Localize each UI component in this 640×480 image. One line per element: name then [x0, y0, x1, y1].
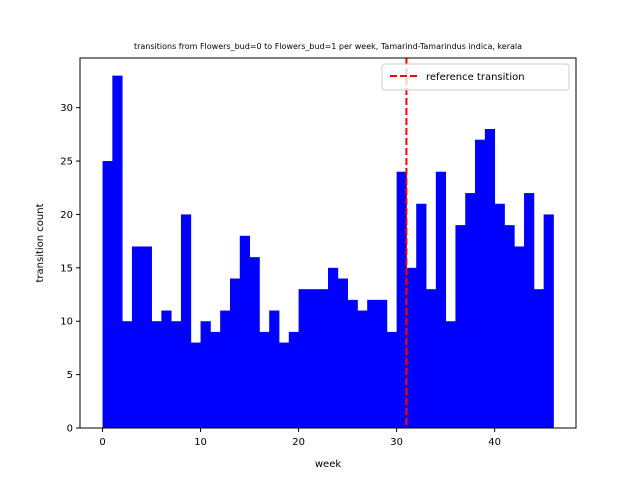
- x-axis-label: week: [315, 459, 341, 470]
- bar-week-8: [180, 214, 192, 428]
- legend: reference transition: [381, 63, 570, 91]
- bar-week-45: [543, 214, 554, 428]
- x-axis: 0 10 20 30 40: [99, 428, 501, 448]
- bar-week-7: [171, 321, 182, 428]
- bar-week-39: [484, 129, 496, 428]
- x-tick-label-30: 30: [390, 437, 403, 448]
- bar-week-35: [445, 321, 456, 428]
- x-tick-label-0: 0: [99, 437, 105, 448]
- y-tick-label-5: 5: [67, 370, 73, 381]
- bar-week-30: [396, 171, 407, 428]
- bar-week-38: [475, 139, 486, 429]
- x-tick-label-40: 40: [488, 437, 501, 448]
- bar-week-22: [318, 289, 329, 428]
- bar-week-26: [357, 310, 368, 428]
- bar-week-6: [161, 310, 172, 428]
- bar-week-10: [200, 321, 211, 428]
- bar-week-27: [367, 299, 378, 428]
- bar-week-34: [435, 171, 447, 428]
- bar-week-36: [455, 225, 466, 428]
- y-tick-label-10: 10: [60, 317, 73, 328]
- bar-week-23: [328, 267, 339, 428]
- legend-label: reference transition: [426, 72, 525, 83]
- bar-week-3: [131, 246, 143, 428]
- bar-week-11: [210, 331, 221, 428]
- y-tick-label-20: 20: [60, 210, 73, 221]
- bar-week-17: [269, 310, 280, 428]
- bar-week-41: [504, 225, 515, 428]
- bar-week-43: [524, 193, 535, 428]
- bar-week-32: [416, 203, 427, 428]
- bar-week-20: [298, 289, 309, 428]
- bars: [102, 75, 554, 429]
- bar-week-1: [112, 75, 123, 428]
- bar-week-12: [220, 310, 231, 428]
- bar-week-4: [141, 246, 152, 428]
- bar-week-18: [278, 342, 290, 428]
- y-axis: 0 5 10 15 20 25 30: [60, 103, 80, 435]
- bar-week-19: [288, 331, 299, 428]
- bar-week-33: [426, 289, 437, 428]
- y-tick-label-30: 30: [60, 103, 73, 114]
- bar-week-37: [465, 193, 476, 428]
- bar-week-2: [122, 321, 133, 428]
- bar-week-28: [377, 299, 388, 428]
- plot-frame: [79, 57, 577, 429]
- bar-week-5: [151, 321, 162, 428]
- bar-week-0: [102, 161, 113, 428]
- bar-week-24: [337, 278, 349, 428]
- chart-title: transitions from Flowers_bud=0 to Flower…: [134, 42, 522, 51]
- bar-week-9: [190, 342, 201, 428]
- bar-week-29: [386, 331, 398, 428]
- x-tick-label-10: 10: [194, 437, 207, 448]
- y-tick-label-25: 25: [60, 157, 73, 168]
- y-tick-label-15: 15: [60, 263, 73, 274]
- bar-week-25: [347, 299, 358, 428]
- y-axis-label: transition count: [35, 203, 46, 282]
- bar-week-44: [533, 289, 545, 428]
- bar-week-15: [249, 257, 260, 428]
- legend-box: [381, 63, 570, 91]
- x-tick-label-20: 20: [292, 437, 305, 448]
- bar-week-13: [229, 278, 241, 428]
- bar-week-16: [259, 331, 270, 428]
- bar-week-14: [239, 235, 250, 428]
- bar-week-31: [406, 267, 417, 428]
- bar-week-42: [514, 246, 525, 428]
- bar-week-40: [494, 203, 505, 428]
- y-tick-label-0: 0: [67, 424, 73, 435]
- bar-week-21: [308, 289, 319, 428]
